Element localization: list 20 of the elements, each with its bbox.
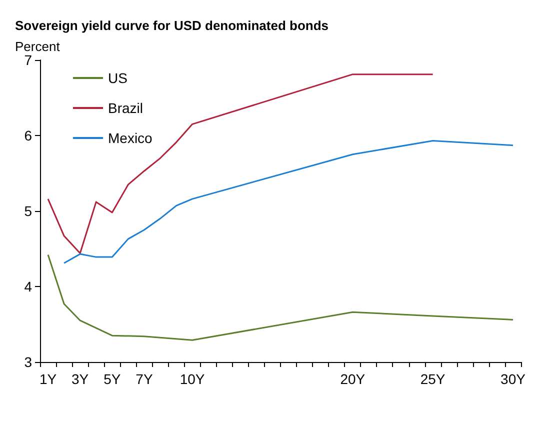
legend-label: US	[108, 70, 128, 86]
x-tick-label: 25Y	[420, 371, 446, 387]
y-tick-label: 4	[24, 278, 32, 294]
legend-label: Mexico	[108, 130, 153, 146]
x-tick-label: 3Y	[72, 371, 90, 387]
x-tick-label: 10Y	[180, 371, 206, 387]
x-tick-label: 5Y	[104, 371, 122, 387]
y-tick-label: 5	[24, 203, 32, 219]
y-tick-label: 3	[24, 354, 32, 370]
x-tick-label: 20Y	[340, 371, 366, 387]
chart-title: Sovereign yield curve for USD denominated bonds	[15, 18, 329, 33]
y-tick-label: 6	[24, 128, 32, 144]
x-tick-label: 7Y	[136, 371, 154, 387]
line-series	[47, 74, 434, 254]
y-tick-label: 7	[24, 52, 32, 68]
x-tick-label: 30Y	[500, 371, 526, 387]
legend-label: Brazil	[108, 100, 144, 116]
y-axis-title: Percent	[15, 39, 60, 54]
line-series	[47, 254, 514, 341]
x-tick-label: 1Y	[39, 371, 58, 387]
